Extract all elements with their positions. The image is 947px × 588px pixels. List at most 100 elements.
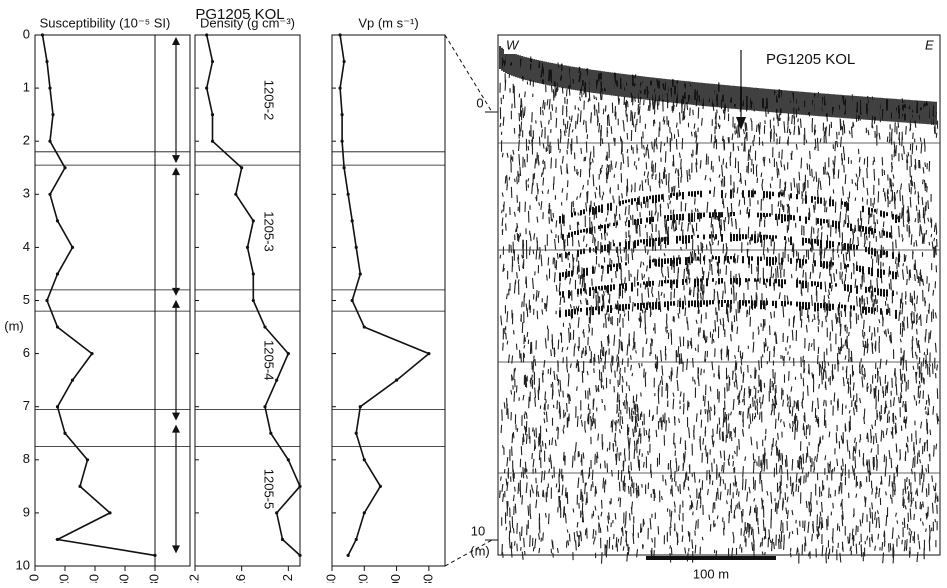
log-line [41, 34, 156, 557]
arrow-head [172, 155, 180, 164]
x-tick-label: 2 [280, 574, 295, 581]
seismic-reflections [499, 46, 940, 564]
log-point [280, 537, 285, 542]
log-point [354, 431, 358, 435]
log-point [394, 378, 399, 382]
log-point [153, 553, 157, 557]
panel-frame [194, 34, 301, 567]
figure-title: PG1205 KOL [195, 6, 284, 23]
log-point [275, 511, 279, 515]
arrow-head [172, 412, 180, 421]
depth-top-label: 0 [476, 95, 483, 110]
core-location-label: PG1205 KOL [766, 51, 855, 68]
sub-bottom-reflector [559, 278, 894, 299]
log-point [63, 166, 67, 170]
section-label: 1205-3 [262, 211, 277, 251]
log-point [245, 245, 250, 249]
y-tick-label: 1 [23, 80, 30, 95]
log-point [269, 431, 273, 435]
section-label: 1205-2 [262, 80, 277, 120]
y-tick-label: 9 [23, 504, 30, 519]
location-arrow-head [736, 117, 746, 130]
x-tick-label: 40 [86, 574, 101, 583]
y-tick-label: 10 [16, 557, 30, 572]
arrow-head [172, 287, 180, 296]
log-point [234, 192, 238, 196]
log-point [55, 325, 60, 329]
section-column [154, 34, 191, 567]
log-point [78, 484, 82, 488]
log-point [346, 192, 350, 196]
log-point [298, 553, 302, 557]
log-point [340, 113, 344, 117]
x-tick-label: 1.6 [233, 574, 248, 583]
panel-frame [331, 34, 446, 567]
y-tick-label: 8 [23, 451, 30, 466]
label-bg [762, 50, 854, 70]
log-point [70, 245, 75, 249]
log-point [108, 511, 112, 515]
seismic-profile: PG1205 KOL W E 0 10 (m) 100 m [444, 34, 941, 581]
log-point [263, 325, 267, 329]
x-tick-label: 1440 [323, 574, 338, 583]
x-tick-label: 0 [26, 574, 41, 581]
x-tick-label: 1680 [420, 574, 435, 583]
y-axis-title: (m) [4, 318, 24, 333]
log-point [70, 378, 75, 382]
log-point [48, 192, 52, 196]
log-point [298, 484, 302, 488]
log-point [340, 139, 344, 143]
depth-bottom-label: 10 [471, 523, 485, 538]
log-point [51, 113, 55, 117]
log-point [342, 59, 346, 64]
east-label: E [925, 37, 934, 52]
arrow-head [172, 545, 180, 554]
log-point [362, 458, 366, 462]
log-point [55, 537, 60, 542]
log-point [354, 537, 358, 542]
log-point [85, 458, 90, 462]
y-tick-label: 3 [23, 186, 30, 201]
log-point [362, 511, 366, 515]
x-tick-label: 20 [56, 574, 71, 583]
log-point [358, 272, 362, 276]
sub-bottom-reflector [559, 300, 897, 319]
depth-unit-label: (m) [470, 543, 490, 558]
scale-bar-label: 100 m [693, 566, 729, 581]
log-point [55, 272, 60, 276]
label-bg [504, 38, 518, 54]
log-point [275, 378, 279, 382]
x-axis-title: Vp (m s⁻¹) [358, 15, 418, 30]
log-point [251, 298, 255, 303]
seafloor-reflector [499, 46, 937, 125]
log-point [205, 86, 209, 90]
log-point [210, 59, 215, 64]
log-point [427, 352, 431, 356]
x-tick-label: 1520 [356, 574, 371, 583]
sub-bottom-reflector [562, 212, 891, 240]
log-point [350, 219, 354, 223]
y-tick-label: 6 [23, 345, 30, 360]
arrow-head [172, 37, 180, 45]
log-point [342, 166, 346, 170]
log-point [48, 86, 52, 90]
sub-bottom-reflector [559, 256, 897, 282]
y-tick-label: 4 [23, 239, 30, 254]
y-tick-label: 7 [23, 398, 30, 413]
log-point [286, 458, 290, 462]
log-point [378, 484, 383, 488]
log-point [358, 405, 362, 409]
x-tick-label: 1.2 [186, 574, 201, 583]
log-point [55, 219, 60, 223]
log-point [48, 139, 52, 143]
log-point [286, 352, 290, 356]
log-point [63, 431, 67, 435]
log-point [55, 405, 60, 409]
log-point [210, 113, 215, 117]
log-point [240, 166, 244, 170]
section-label: 1205-5 [262, 469, 277, 509]
y-tick-label: 0 [23, 26, 30, 41]
section-label: 1205-4 [262, 340, 277, 380]
log-point [338, 86, 342, 90]
